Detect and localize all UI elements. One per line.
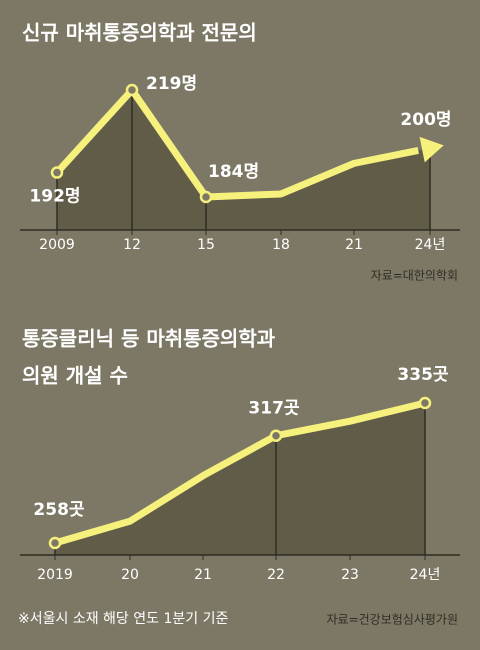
source: 자료=건강보험심사평가원 [327,613,459,627]
x-tick-label: 24년 [415,237,446,253]
chart-title: 의원 개설 수 [22,364,128,388]
chart-title: 통증클리닉 등 마취통증의학과 [22,327,276,351]
x-tick-label: 12 [123,237,141,253]
value-label: 200명 [400,110,451,130]
x-tick-label: 22 [267,567,285,583]
value-label: 335곳 [397,365,448,385]
line [54,399,426,547]
area [55,403,425,555]
point [269,429,283,442]
point [418,396,432,410]
x-tick-label: 15 [197,237,215,253]
x-tick-label: 21 [345,237,363,253]
line [54,86,419,201]
value-label: 219명 [146,74,197,94]
point [50,166,64,179]
x-tick-label: 18 [272,237,290,253]
point [125,83,139,97]
source: 자료=대한의학회 [371,269,458,283]
area [57,90,430,230]
chart-title: 신규 마취통증의학과 전문의 [22,21,257,45]
value-label: 258곳 [33,500,84,520]
x-tick-label: 2009 [39,237,75,253]
x-tick-label: 21 [194,567,212,583]
point [199,190,213,204]
footnote: ※서울시 소재 해당 연도 1분기 기준 [18,611,228,627]
x-tick-label: 24년 [410,567,441,583]
value-label: 192명 [29,187,80,207]
x-tick-label: 20 [121,567,139,583]
value-label: 184명 [208,162,259,182]
point [48,536,62,550]
x-tick-label: 2019 [37,567,73,583]
value-label: 317곳 [248,399,299,419]
arrowhead [419,136,444,163]
x-tick-label: 23 [341,567,359,583]
